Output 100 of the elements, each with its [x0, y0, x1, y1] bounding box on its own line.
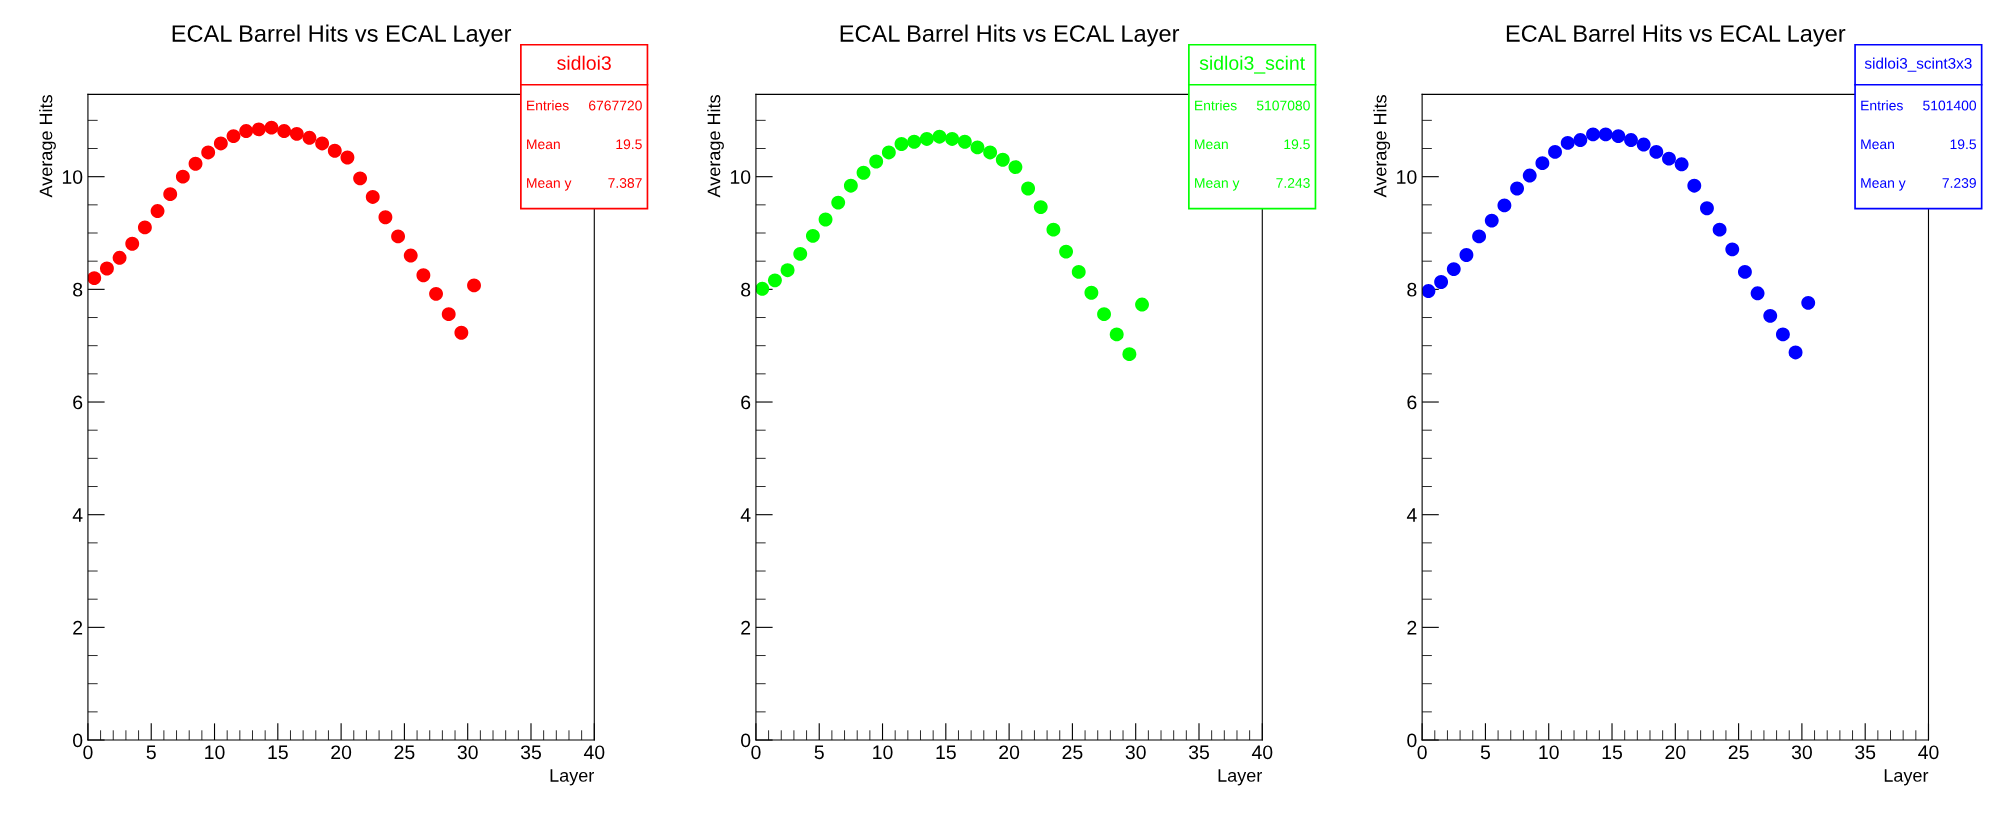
text: 7.243 — [1276, 178, 1310, 188]
y-tick-label: 4 — [1406, 508, 1417, 522]
point — [1649, 144, 1664, 159]
y-axis-title: Average Hits — [707, 95, 724, 198]
point — [983, 145, 998, 160]
point — [239, 124, 254, 138]
text: 19.5 — [616, 139, 642, 150]
point — [1801, 295, 1816, 310]
annotation: Entries — [1195, 100, 1237, 111]
point — [780, 263, 795, 278]
x-tick-label: 25 — [1728, 745, 1749, 760]
point — [1109, 327, 1124, 342]
x-tick-label: 5 — [814, 745, 824, 760]
point — [112, 250, 127, 265]
point — [1725, 242, 1740, 257]
y-tick-label: 4 — [740, 508, 751, 522]
text: sidloi3_scint — [1199, 55, 1305, 74]
annotation: Mean — [1195, 139, 1228, 150]
point — [995, 152, 1010, 167]
point — [945, 131, 960, 146]
point — [1422, 284, 1436, 298]
point — [327, 143, 342, 158]
x-tick-label: 0 — [83, 745, 93, 760]
text: 19.5 — [1950, 139, 1977, 150]
y-tick-label: 6 — [73, 395, 83, 410]
annotation: Mean y — [1861, 178, 1906, 191]
point — [881, 145, 896, 160]
annotation: Mean — [527, 139, 560, 150]
text: sidloi3 — [557, 55, 611, 70]
point — [894, 137, 909, 151]
point — [150, 204, 165, 218]
y-tick-label: 0 — [741, 733, 751, 748]
x-axis-title: Layer — [1884, 769, 1929, 786]
x-tick-label: 0 — [751, 745, 761, 760]
point — [201, 145, 216, 160]
y-tick-label: 6 — [741, 395, 751, 410]
point — [932, 129, 947, 144]
point — [1434, 275, 1449, 289]
x-tick-label: 10 — [205, 745, 225, 760]
point — [818, 212, 833, 227]
annotation: Entries — [1861, 100, 1903, 111]
point — [416, 268, 431, 283]
point — [226, 129, 241, 144]
point — [125, 236, 140, 251]
y-tick-label: 2 — [1407, 620, 1417, 635]
point — [793, 246, 808, 261]
point — [175, 169, 190, 184]
point — [1484, 213, 1499, 228]
point — [315, 136, 330, 151]
point — [1611, 129, 1626, 144]
point — [213, 136, 228, 151]
x-tick-label: 20 — [999, 745, 1020, 760]
point — [1071, 264, 1086, 279]
point — [251, 122, 266, 137]
point — [1712, 222, 1727, 237]
point — [1084, 285, 1099, 300]
y-tick-label: 10 — [730, 170, 751, 184]
point — [1624, 133, 1638, 148]
point — [188, 156, 203, 171]
point — [1737, 264, 1752, 279]
point — [99, 261, 114, 276]
y-tick-label: 8 — [73, 282, 83, 297]
point — [1700, 201, 1714, 216]
x-tick-label: 15 — [268, 745, 288, 760]
point — [919, 131, 934, 146]
y-tick-label: 8 — [741, 282, 751, 297]
x-tick-label: 40 — [1918, 745, 1939, 760]
chart-title: ECAL Barrel Hits vs ECAL Layer — [1506, 24, 1846, 47]
y-tick-label: 4 — [72, 508, 83, 522]
x-tick-label: 5 — [1480, 745, 1491, 760]
y-axis-title: Average Hits — [39, 95, 56, 198]
point — [1021, 181, 1036, 196]
x-axis-title: Layer — [1218, 769, 1262, 786]
text: 7.239 — [1942, 178, 1976, 188]
x-tick-label: 35 — [520, 745, 541, 760]
point — [1446, 262, 1461, 277]
point — [378, 210, 393, 225]
y-tick-label: 10 — [62, 170, 83, 184]
point — [1586, 127, 1600, 142]
point — [907, 134, 922, 149]
annotation: Entries — [527, 100, 569, 111]
point — [1674, 157, 1689, 172]
point — [1598, 127, 1613, 142]
point — [391, 229, 406, 244]
point — [1059, 244, 1074, 259]
annotation: Mean y — [1195, 178, 1240, 191]
y-axis-title: Average Hits — [1373, 95, 1391, 198]
x-tick-label: 20 — [331, 745, 352, 760]
x-tick-label: 15 — [936, 745, 956, 760]
x-tick-label: 15 — [1602, 745, 1623, 760]
point — [1472, 229, 1487, 244]
point — [1008, 160, 1023, 175]
x-tick-label: 10 — [1539, 745, 1559, 760]
point — [277, 124, 292, 138]
point — [1788, 345, 1803, 360]
y-tick-label: 2 — [73, 620, 83, 635]
point — [1636, 137, 1651, 152]
chart-title: ECAL Barrel Hits vs ECAL Layer — [840, 24, 1180, 47]
x-tick-label: 30 — [457, 745, 478, 760]
point — [1687, 178, 1702, 193]
